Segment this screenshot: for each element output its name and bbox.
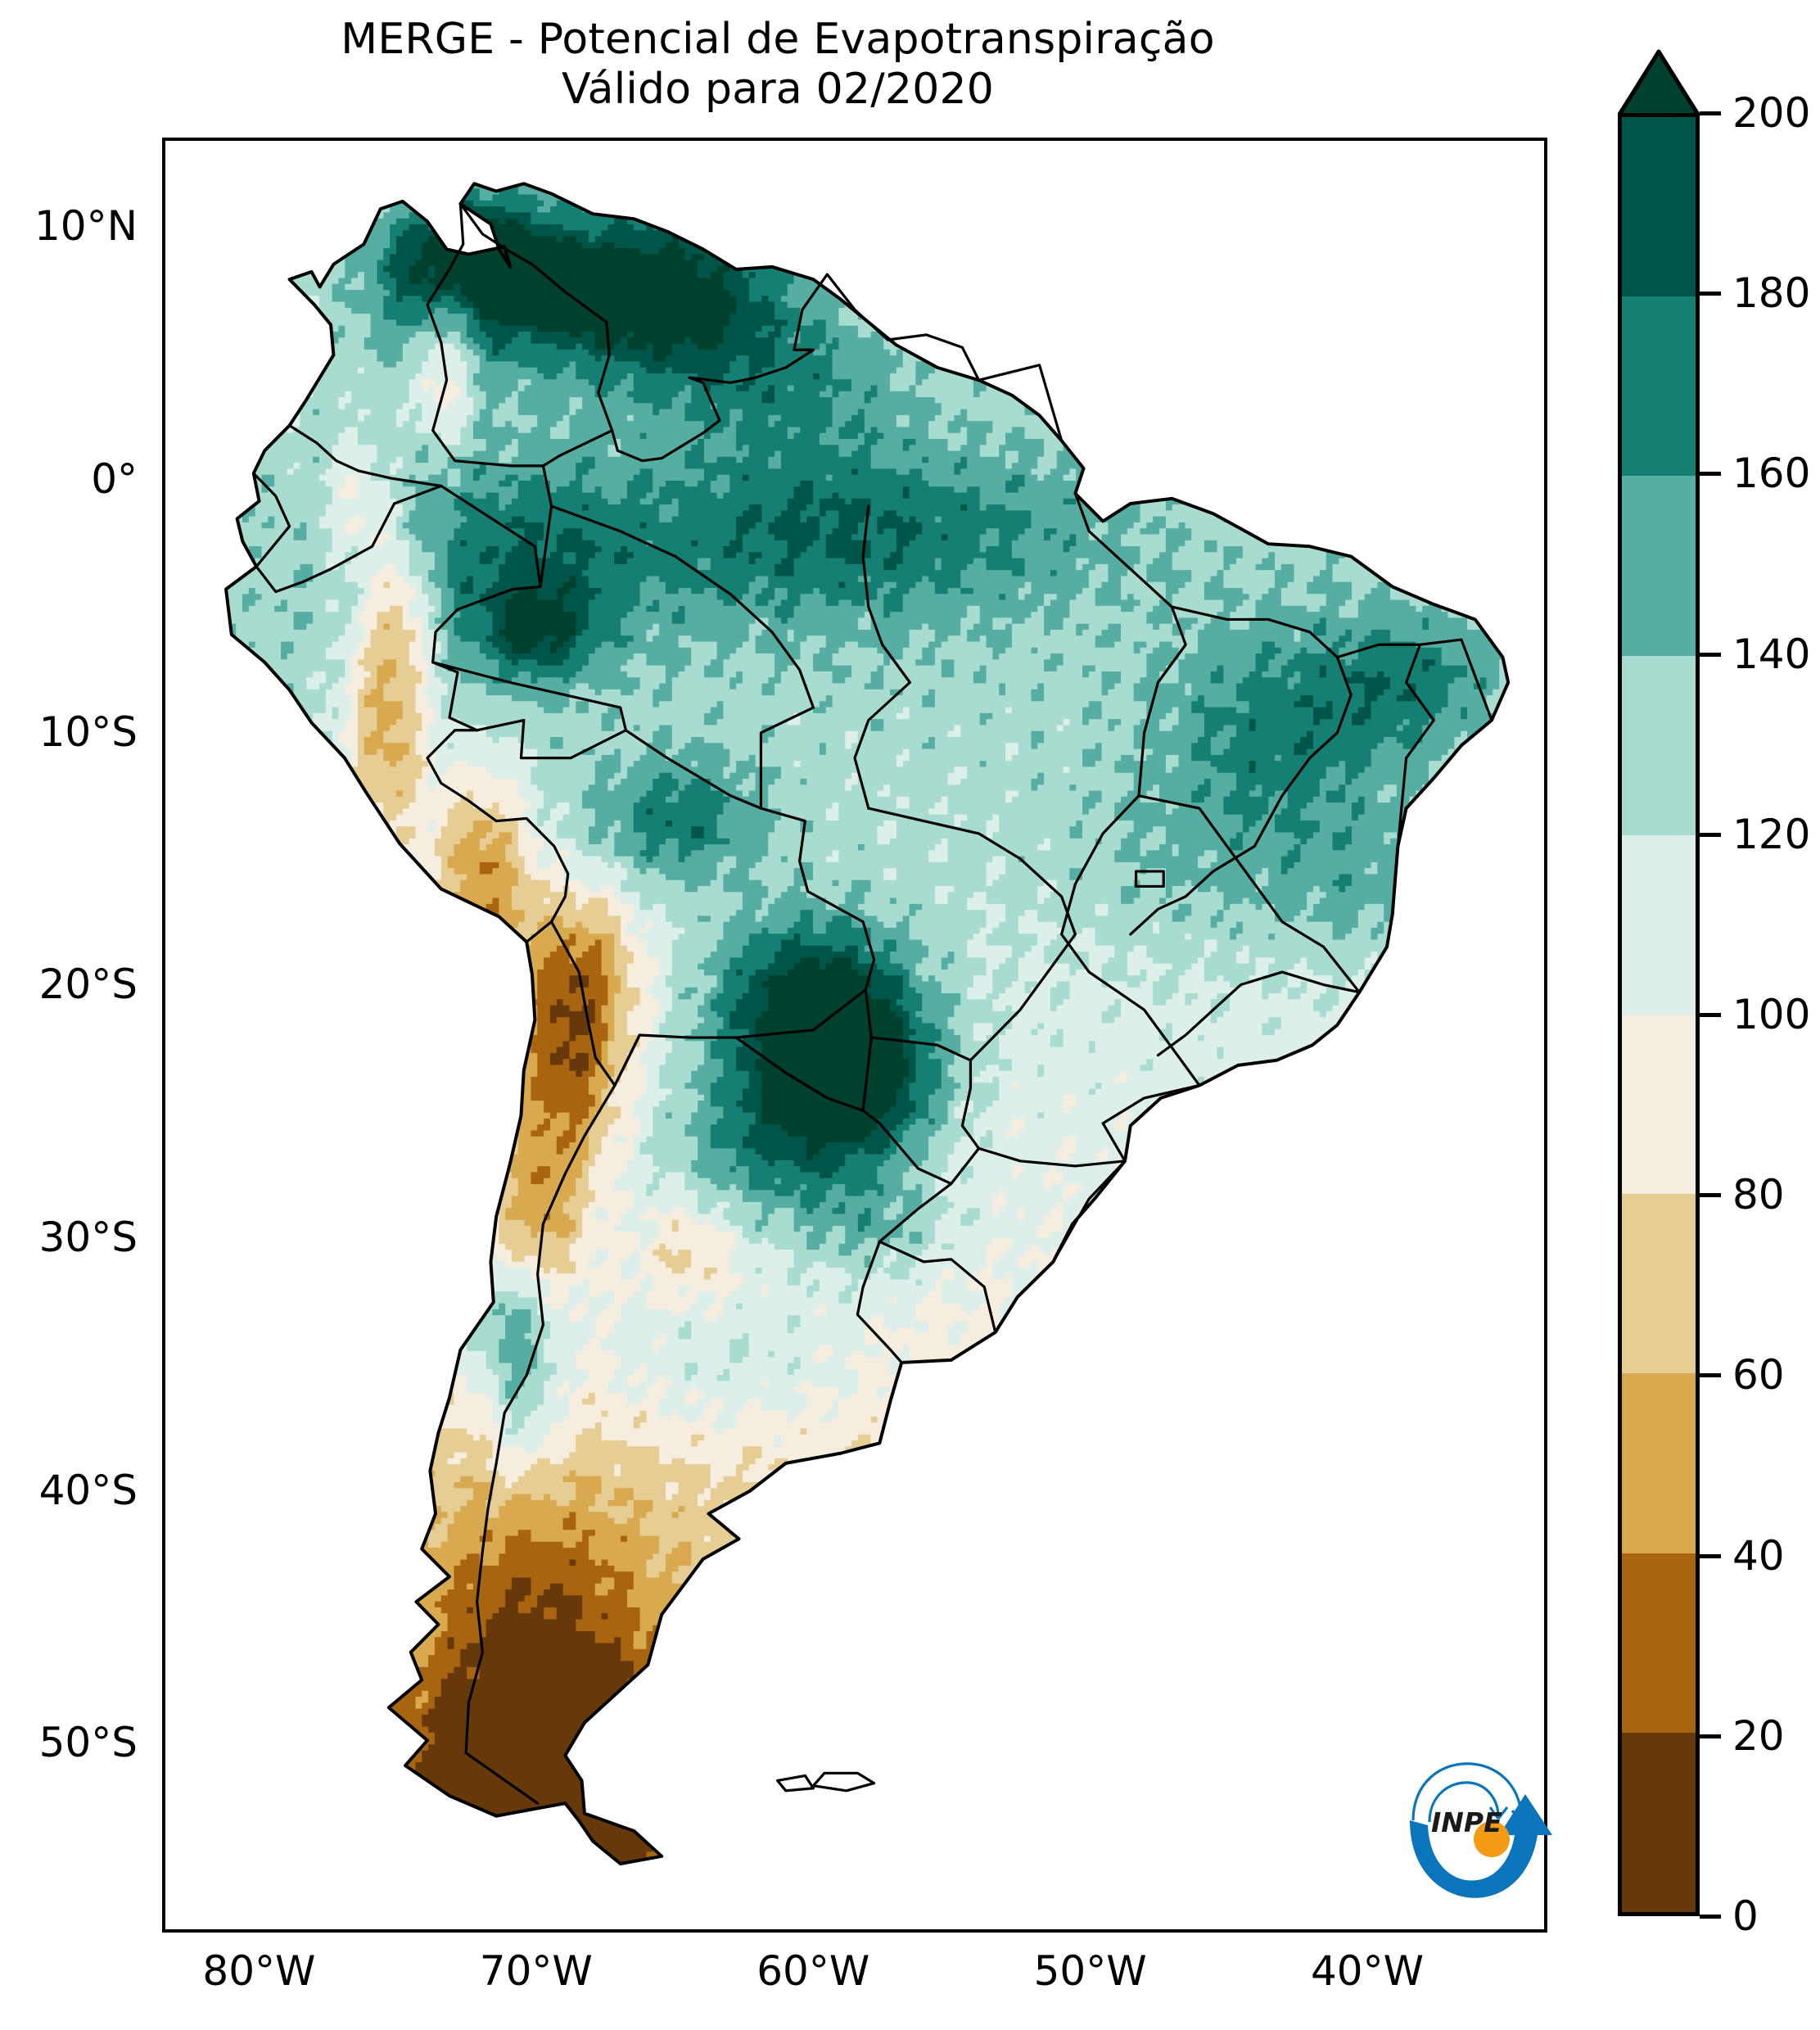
colorbar-band [1622, 1194, 1696, 1374]
colorbar-tick [1700, 1373, 1721, 1378]
border-path [867, 807, 1077, 1062]
colorbar-tick-label: 180 [1732, 269, 1811, 318]
border-path [853, 504, 911, 810]
colorbar-tick [1700, 1013, 1721, 1017]
colorbar-band [1622, 476, 1696, 656]
y-tick-label: 50°S [38, 1719, 138, 1767]
colorbar-tick-label: 0 [1732, 1892, 1759, 1940]
border-path [525, 920, 553, 943]
colorbar-band [1622, 296, 1696, 477]
swoosh-arrow-icon [1410, 1794, 1552, 1898]
colorbar-band [1622, 1373, 1696, 1553]
colorbar-tick-label: 100 [1732, 991, 1811, 1038]
colorbar-band [1622, 117, 1696, 297]
colorbar-tick-label: 200 [1732, 89, 1811, 137]
evapotranspiration-map [224, 182, 1511, 1865]
x-tick-label: 40°W [1311, 1947, 1425, 1995]
colorbar-tick-label: 140 [1732, 630, 1811, 678]
colorbar-tick-label: 20 [1732, 1711, 1785, 1760]
coastline-path [224, 182, 1511, 1865]
inner-arrow-head-icon [1488, 1806, 1509, 1820]
x-tick-label: 80°W [202, 1947, 316, 1995]
colorbar-tick [1700, 472, 1721, 477]
title-line-2: Válido para 02/2020 [561, 65, 995, 115]
colorbar-band [1622, 1553, 1696, 1733]
border-path [1396, 643, 1435, 848]
colorbar-tick [1700, 832, 1721, 837]
colorbar-band [1622, 655, 1696, 835]
colorbar-tick [1700, 1193, 1721, 1198]
y-tick-label: 0° [91, 454, 138, 503]
border-path [1060, 794, 1201, 1087]
border-path [1073, 492, 1187, 798]
map-plot-area [162, 138, 1547, 1933]
colorbar-tick [1700, 652, 1721, 657]
border-path [1101, 1083, 1201, 1163]
border-path [464, 1083, 616, 1805]
orange-dot-icon [1474, 1821, 1510, 1857]
colorbar-tick-label: 80 [1732, 1171, 1785, 1219]
border-path [811, 1771, 876, 1793]
outer-arrow-head-icon [1511, 1810, 1532, 1823]
inpe-wordmark: INPE [1431, 1806, 1502, 1838]
border-path [1134, 870, 1165, 888]
colorbar-tick [1700, 1734, 1721, 1738]
border-path [776, 1774, 815, 1793]
border-path [431, 273, 1064, 1243]
colorbar-gradient [1618, 113, 1700, 1916]
border-path [1051, 1160, 1127, 1264]
border-path [255, 484, 443, 594]
y-tick-label: 40°S [38, 1466, 138, 1514]
colorbar-tick [1700, 1553, 1721, 1558]
border-path [861, 1109, 953, 1186]
colorbar-tick [1700, 292, 1721, 296]
y-tick-label: 20°S [38, 961, 138, 1009]
colorbar-over-arrow [1618, 49, 1700, 113]
x-tick-label: 60°W [756, 1947, 870, 1995]
border-path [856, 1240, 903, 1364]
x-tick-label: 50°W [1033, 1947, 1147, 1995]
colorbar-tick-label: 40 [1732, 1531, 1785, 1580]
border-path [458, 202, 614, 432]
border-path [252, 472, 291, 568]
border-path [878, 1240, 997, 1334]
border-path [1156, 970, 1361, 1057]
border-path [426, 729, 570, 924]
colorbar-tick [1700, 111, 1721, 115]
border-path [1137, 794, 1361, 994]
outer-arc-icon [1411, 1762, 1523, 1823]
border-path [977, 1146, 1127, 1168]
figure-title: MERGE - Potencial de Evapotranspiração V… [0, 15, 1556, 115]
border-path [1129, 844, 1256, 936]
contour-fill-layer [226, 183, 1509, 1864]
colorbar-tick-label: 120 [1732, 810, 1811, 858]
colorbar-tick [1700, 1915, 1721, 1919]
border-path [431, 661, 628, 732]
colorbar-band [1622, 834, 1696, 1015]
colorbar-band [1622, 1732, 1696, 1913]
x-tick-label: 70°W [479, 1947, 593, 1995]
border-path [1170, 605, 1353, 848]
inpe-logo: INPE [1392, 1756, 1556, 1908]
border-path [734, 1036, 873, 1112]
border-path [287, 424, 542, 589]
y-tick-label: 30°S [38, 1213, 138, 1261]
border-path [549, 504, 815, 810]
title-line-1: MERGE - Potencial de Evapotranspiração [341, 15, 1215, 64]
country-borders-layer [224, 182, 1511, 1865]
colorbar-band [1622, 1015, 1696, 1195]
colorbar-tick-label: 160 [1732, 450, 1811, 498]
y-tick-label: 10°S [38, 708, 138, 756]
border-path [613, 1033, 641, 1087]
y-tick-label: 10°N [34, 202, 138, 251]
inner-arc-icon [1428, 1781, 1500, 1823]
border-path [426, 202, 545, 468]
colorbar-tick-label: 60 [1732, 1351, 1785, 1399]
